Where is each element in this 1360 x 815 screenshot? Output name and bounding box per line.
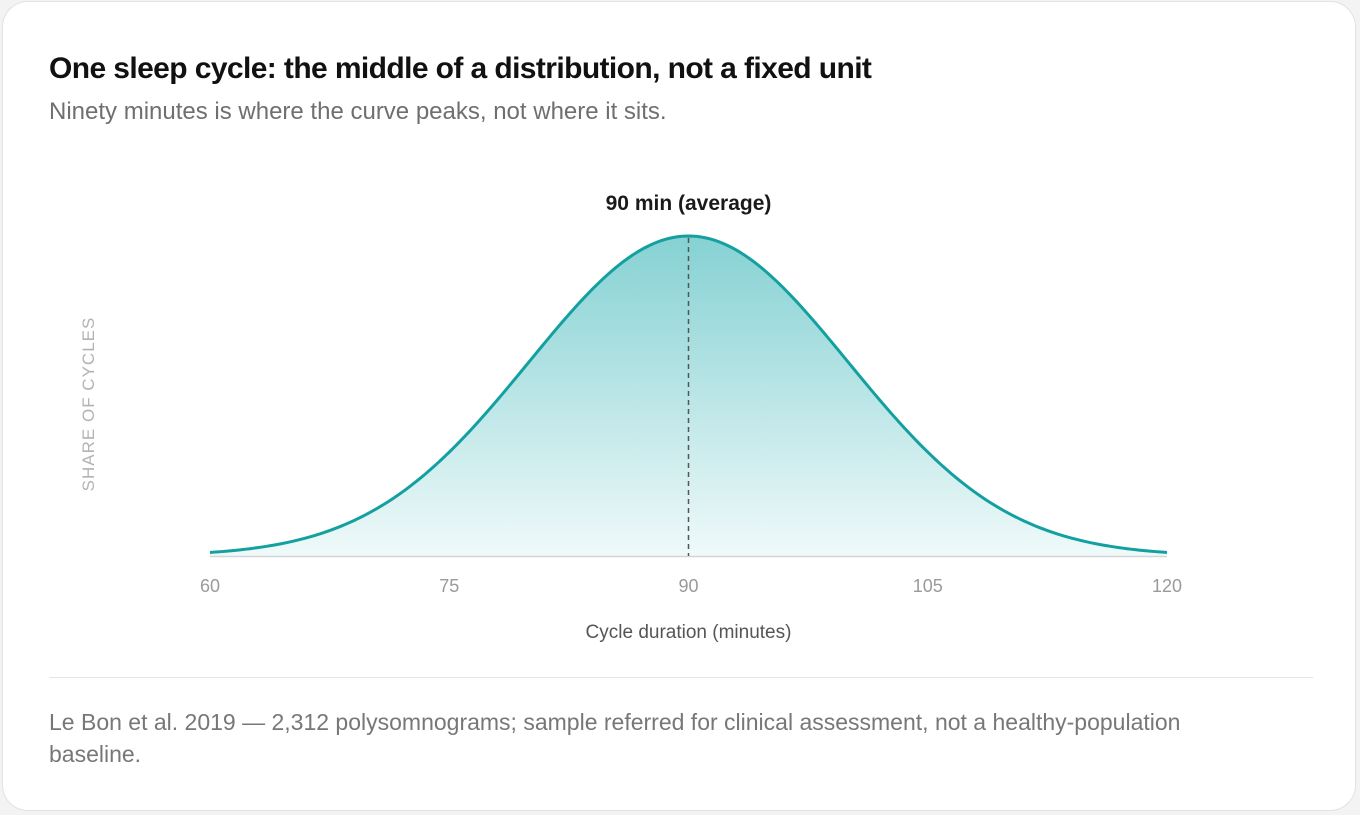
x-tick-label: 60 — [200, 576, 220, 596]
source-note: Le Bon et al. 2019 — 2,312 polysomnogram… — [49, 709, 1181, 767]
x-tick-label: 75 — [439, 576, 459, 596]
mean-marker-label: 90 min (average) — [606, 192, 772, 215]
y-axis-title: SHARE OF CYCLES — [79, 317, 98, 492]
x-axis-title: Cycle duration (minutes) — [586, 622, 792, 643]
distribution-curve — [209, 234, 1168, 554]
chart-subtitle: Ninety minutes is where the curve peaks,… — [49, 98, 667, 125]
chart-title: One sleep cycle: the middle of a distrib… — [49, 52, 872, 85]
x-tick-label: 105 — [913, 576, 943, 596]
x-tick-label: 90 — [678, 576, 698, 596]
x-axis-ticks: 60 75 90 105 120 — [200, 576, 1182, 596]
x-tick-label: 120 — [1152, 576, 1182, 596]
footer-divider — [49, 677, 1313, 678]
